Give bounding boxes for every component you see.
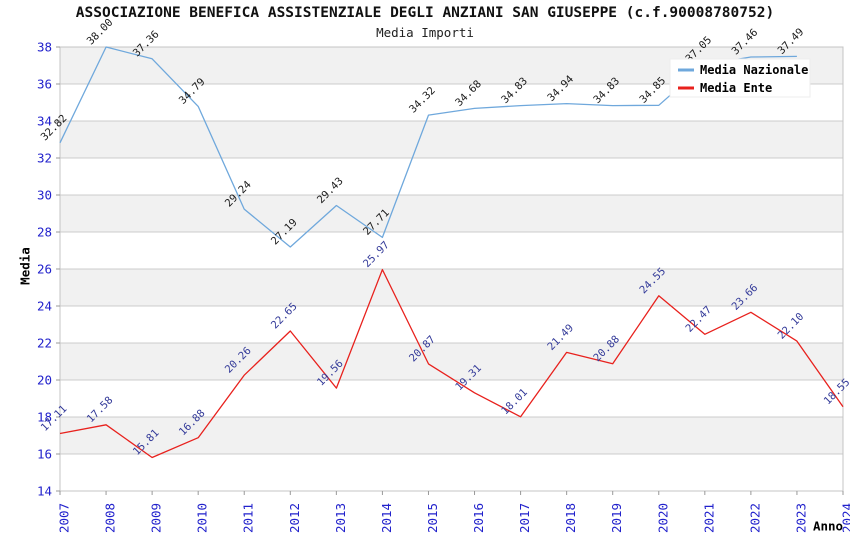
series-line-media-ente bbox=[59, 268, 844, 459]
plot-band bbox=[60, 232, 843, 269]
y-tick-label: 20 bbox=[37, 373, 52, 388]
y-axis-title: Media bbox=[18, 247, 33, 285]
x-tick-label: 2014 bbox=[379, 503, 394, 533]
x-tick-label: 2011 bbox=[241, 503, 256, 533]
data-label: 38.00 bbox=[85, 17, 116, 48]
x-tick-label: 2016 bbox=[471, 503, 486, 533]
x-tick-label: 2009 bbox=[149, 503, 164, 533]
legend-label-media-ente: Media Ente bbox=[700, 81, 772, 95]
y-tick-label: 24 bbox=[37, 299, 52, 314]
plot-band bbox=[60, 269, 843, 306]
x-tick-label: 2017 bbox=[517, 503, 532, 533]
chart-title: ASSOCIAZIONE BENEFICA ASSISTENZIALE DEGL… bbox=[75, 5, 775, 21]
y-tick-label: 14 bbox=[37, 484, 52, 499]
x-tick-label: 2024 bbox=[840, 503, 850, 533]
y-tick-label: 28 bbox=[37, 225, 52, 240]
x-tick-label: 2008 bbox=[103, 503, 118, 533]
y-tick-label: 34 bbox=[37, 114, 52, 129]
y-tick-label: 16 bbox=[37, 447, 52, 462]
x-tick-label: 2022 bbox=[747, 503, 762, 533]
y-tick-label: 32 bbox=[37, 151, 52, 166]
x-tick-label: 2010 bbox=[195, 503, 210, 533]
y-tick-label: 18 bbox=[37, 410, 52, 425]
x-tick-label: 2019 bbox=[609, 503, 624, 533]
x-tick-label: 2015 bbox=[425, 503, 440, 533]
plot-band bbox=[60, 343, 843, 380]
chart-subtitle: Media Importi bbox=[376, 25, 474, 40]
plot-band bbox=[60, 158, 843, 195]
plot-band bbox=[60, 380, 843, 417]
plot-band bbox=[60, 417, 843, 454]
y-tick-label: 38 bbox=[37, 40, 52, 55]
x-tick-label: 2023 bbox=[793, 503, 808, 533]
x-tick-label: 2012 bbox=[287, 503, 302, 533]
y-tick-label: 22 bbox=[37, 336, 52, 351]
x-axis-title: Anno bbox=[813, 519, 843, 534]
plot-band bbox=[60, 195, 843, 232]
y-tick-label: 26 bbox=[37, 262, 52, 277]
x-tick-label: 2018 bbox=[563, 503, 578, 533]
x-tick-label: 2020 bbox=[655, 503, 670, 533]
plot-band bbox=[60, 121, 843, 158]
x-tick-label: 2021 bbox=[701, 503, 716, 533]
legend-box bbox=[669, 58, 811, 98]
x-tick-label: 2007 bbox=[57, 503, 72, 533]
plot-band bbox=[60, 454, 843, 491]
y-tick-label: 36 bbox=[37, 77, 52, 92]
legend-label-media-nazionale: Media Nazionale bbox=[700, 63, 808, 77]
x-tick-label: 2013 bbox=[333, 503, 348, 533]
y-tick-label: 30 bbox=[37, 188, 52, 203]
plot-band bbox=[60, 306, 843, 343]
